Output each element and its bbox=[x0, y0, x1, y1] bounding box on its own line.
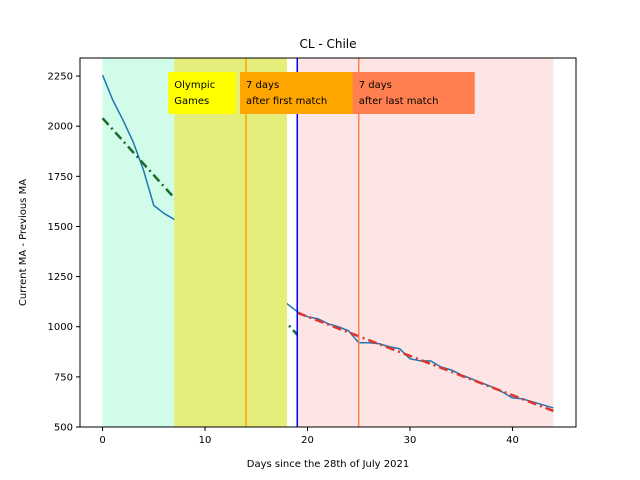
y-axis-title: Current MA - Previous MA bbox=[18, 179, 29, 306]
y-axis-ticks: 500 750 1000 1250 1500 1750 2000 2250 bbox=[48, 72, 80, 434]
annotation-text-2-1: after last match bbox=[359, 96, 439, 107]
annotation-0: Olympic Games bbox=[168, 72, 237, 114]
y-tick-label: 2000 bbox=[48, 122, 73, 133]
annotation-text-0-1: Games bbox=[174, 96, 209, 107]
x-tick-label: 10 bbox=[199, 435, 212, 446]
annotation-1: 7 days after first match bbox=[240, 72, 363, 114]
annotation-box-0 bbox=[168, 72, 237, 114]
annotation-text-1-0: 7 days bbox=[246, 80, 279, 91]
annotation-text-1-1: after first match bbox=[246, 96, 327, 107]
annotation-2: 7 days after last match bbox=[352, 72, 475, 114]
y-tick-label: 750 bbox=[54, 372, 73, 383]
shaded-regions-back bbox=[102, 58, 554, 427]
vertical-markers bbox=[245, 58, 360, 427]
x-axis-ticks: 0 10 20 30 40 bbox=[99, 427, 519, 446]
x-tick-label: 20 bbox=[301, 435, 314, 446]
chart-title: CL - Chile bbox=[299, 37, 356, 51]
y-tick-label: 1000 bbox=[48, 322, 73, 333]
annotation-text-2-0: 7 days bbox=[359, 80, 392, 91]
x-tick-label: 0 bbox=[99, 435, 105, 446]
y-tick-label: 500 bbox=[54, 423, 73, 434]
annotation-text-0-0: Olympic bbox=[174, 80, 215, 91]
y-tick-label: 1750 bbox=[48, 172, 73, 183]
y-tick-label: 1500 bbox=[48, 222, 73, 233]
y-tick-label: 1250 bbox=[48, 272, 73, 283]
series-line-2 bbox=[296, 311, 554, 413]
y-tick-label: 2250 bbox=[48, 72, 73, 83]
shaded-region-2 bbox=[174, 58, 288, 427]
shaded-region-1 bbox=[297, 58, 554, 427]
annotation-box-2 bbox=[352, 72, 475, 114]
annotation-box-1 bbox=[240, 72, 363, 114]
shaded-region-0 bbox=[102, 58, 175, 427]
x-axis-title: Days since the 28th of July 2021 bbox=[247, 459, 409, 470]
x-tick-label: 30 bbox=[404, 435, 417, 446]
x-tick-label: 40 bbox=[506, 435, 519, 446]
shaded-regions-front bbox=[174, 58, 288, 427]
plot-frame bbox=[79, 57, 577, 428]
